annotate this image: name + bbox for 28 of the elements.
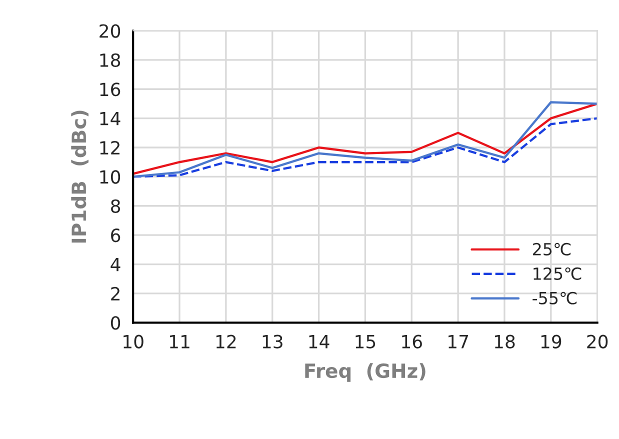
y-tick-label: 0	[110, 316, 120, 330]
x-tick-label: 13	[262, 334, 282, 348]
y-tick-label: 18	[100, 53, 120, 68]
y-tick-label: 8	[111, 199, 120, 214]
x-tick-label: 10	[124, 334, 144, 348]
x-tick-label: 20	[587, 334, 608, 348]
x-tick-label: 17	[448, 335, 468, 348]
legend-label: 125℃	[534, 267, 582, 280]
y-tick-label: 20	[100, 24, 120, 38]
legend-label: -55℃	[532, 292, 577, 304]
x-axis-title: Freq (GHz)	[305, 363, 426, 382]
y-tick-label: 16	[100, 82, 120, 96]
y-tick-label: 2	[111, 286, 120, 300]
legend-label: 25℃	[533, 242, 571, 256]
y-tick-label: 6	[111, 228, 120, 242]
x-tick-label: 16	[402, 334, 422, 348]
x-tick-label: 18	[494, 334, 515, 348]
x-tick-label: 14	[309, 335, 330, 348]
x-tick-label: 15	[356, 335, 376, 348]
line-series	[133, 117, 598, 178]
y-tick-label: 4	[110, 258, 120, 272]
y-tick-label: 14	[100, 112, 120, 126]
y-tick-label: 10	[100, 170, 120, 184]
y-axis-title: IP1dB (dBc)	[71, 110, 88, 243]
x-tick-label: 12	[216, 334, 236, 348]
y-tick-label: 12	[100, 140, 120, 154]
x-tick-label: 19	[541, 334, 562, 348]
x-tick-label: 11	[170, 335, 190, 348]
